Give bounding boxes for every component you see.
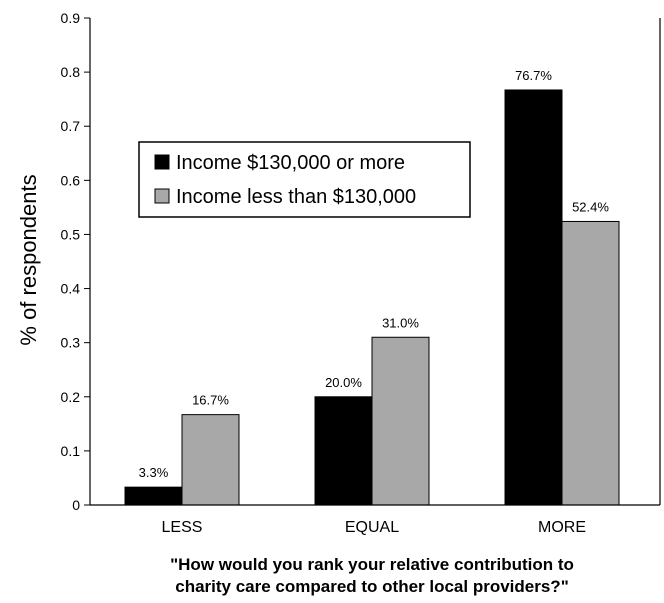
bar-equal-series-1 xyxy=(314,396,373,506)
bar-equal-series-2 xyxy=(371,336,430,506)
data-label: 16.7% xyxy=(192,393,229,408)
legend-swatch-high-income xyxy=(154,154,170,170)
bar-less-series-1 xyxy=(124,486,183,506)
data-label: 52.4% xyxy=(572,199,609,214)
bar-more-series-2 xyxy=(561,220,620,506)
x-tick-label: EQUAL xyxy=(345,519,399,536)
y-tick-label: 0.5 xyxy=(61,226,81,242)
legend-label-low-income: Income less than $130,000 xyxy=(176,186,416,208)
legend: Income $130,000 or more Income less than… xyxy=(138,141,471,218)
y-tick-label: 0.4 xyxy=(61,281,81,297)
bar-more-series-1 xyxy=(504,89,563,506)
y-axis: 0 0.1 0.2 0.3 0.4 0.5 0.6 0.7 0.8 0.9 xyxy=(61,10,91,513)
legend-box xyxy=(138,141,471,218)
bar-less-series-2 xyxy=(181,414,240,506)
x-tick-label: MORE xyxy=(538,519,586,536)
y-tick-label: 0.8 xyxy=(61,64,81,80)
x-axis-label-line-1: "How would you rank your relative contri… xyxy=(170,555,574,574)
y-tick-label: 0 xyxy=(72,497,80,513)
data-label: 20.0% xyxy=(325,375,362,390)
y-tick-label: 0.6 xyxy=(61,172,81,188)
data-label: 31.0% xyxy=(382,315,419,330)
x-axis: LESS EQUAL MORE xyxy=(90,18,661,536)
y-axis-label: % of respondents xyxy=(16,174,41,345)
x-axis-label-line-2: charity care compared to other local pro… xyxy=(175,577,569,596)
y-tick-label: 0.9 xyxy=(61,10,81,26)
x-tick-label: LESS xyxy=(162,519,203,536)
y-tick-label: 0.1 xyxy=(61,443,81,459)
legend-label-high-income: Income $130,000 or more xyxy=(176,152,405,174)
bars: 3.3% 16.7% 20.0% 31.0% 76.7% 52.4% xyxy=(124,68,620,506)
data-label: 76.7% xyxy=(515,68,552,83)
legend-swatch-low-income xyxy=(154,188,170,204)
y-tick-label: 0.2 xyxy=(61,389,81,405)
y-tick-label: 0.3 xyxy=(61,335,81,351)
data-label: 3.3% xyxy=(139,465,169,480)
y-tick-label: 0.7 xyxy=(61,118,81,134)
